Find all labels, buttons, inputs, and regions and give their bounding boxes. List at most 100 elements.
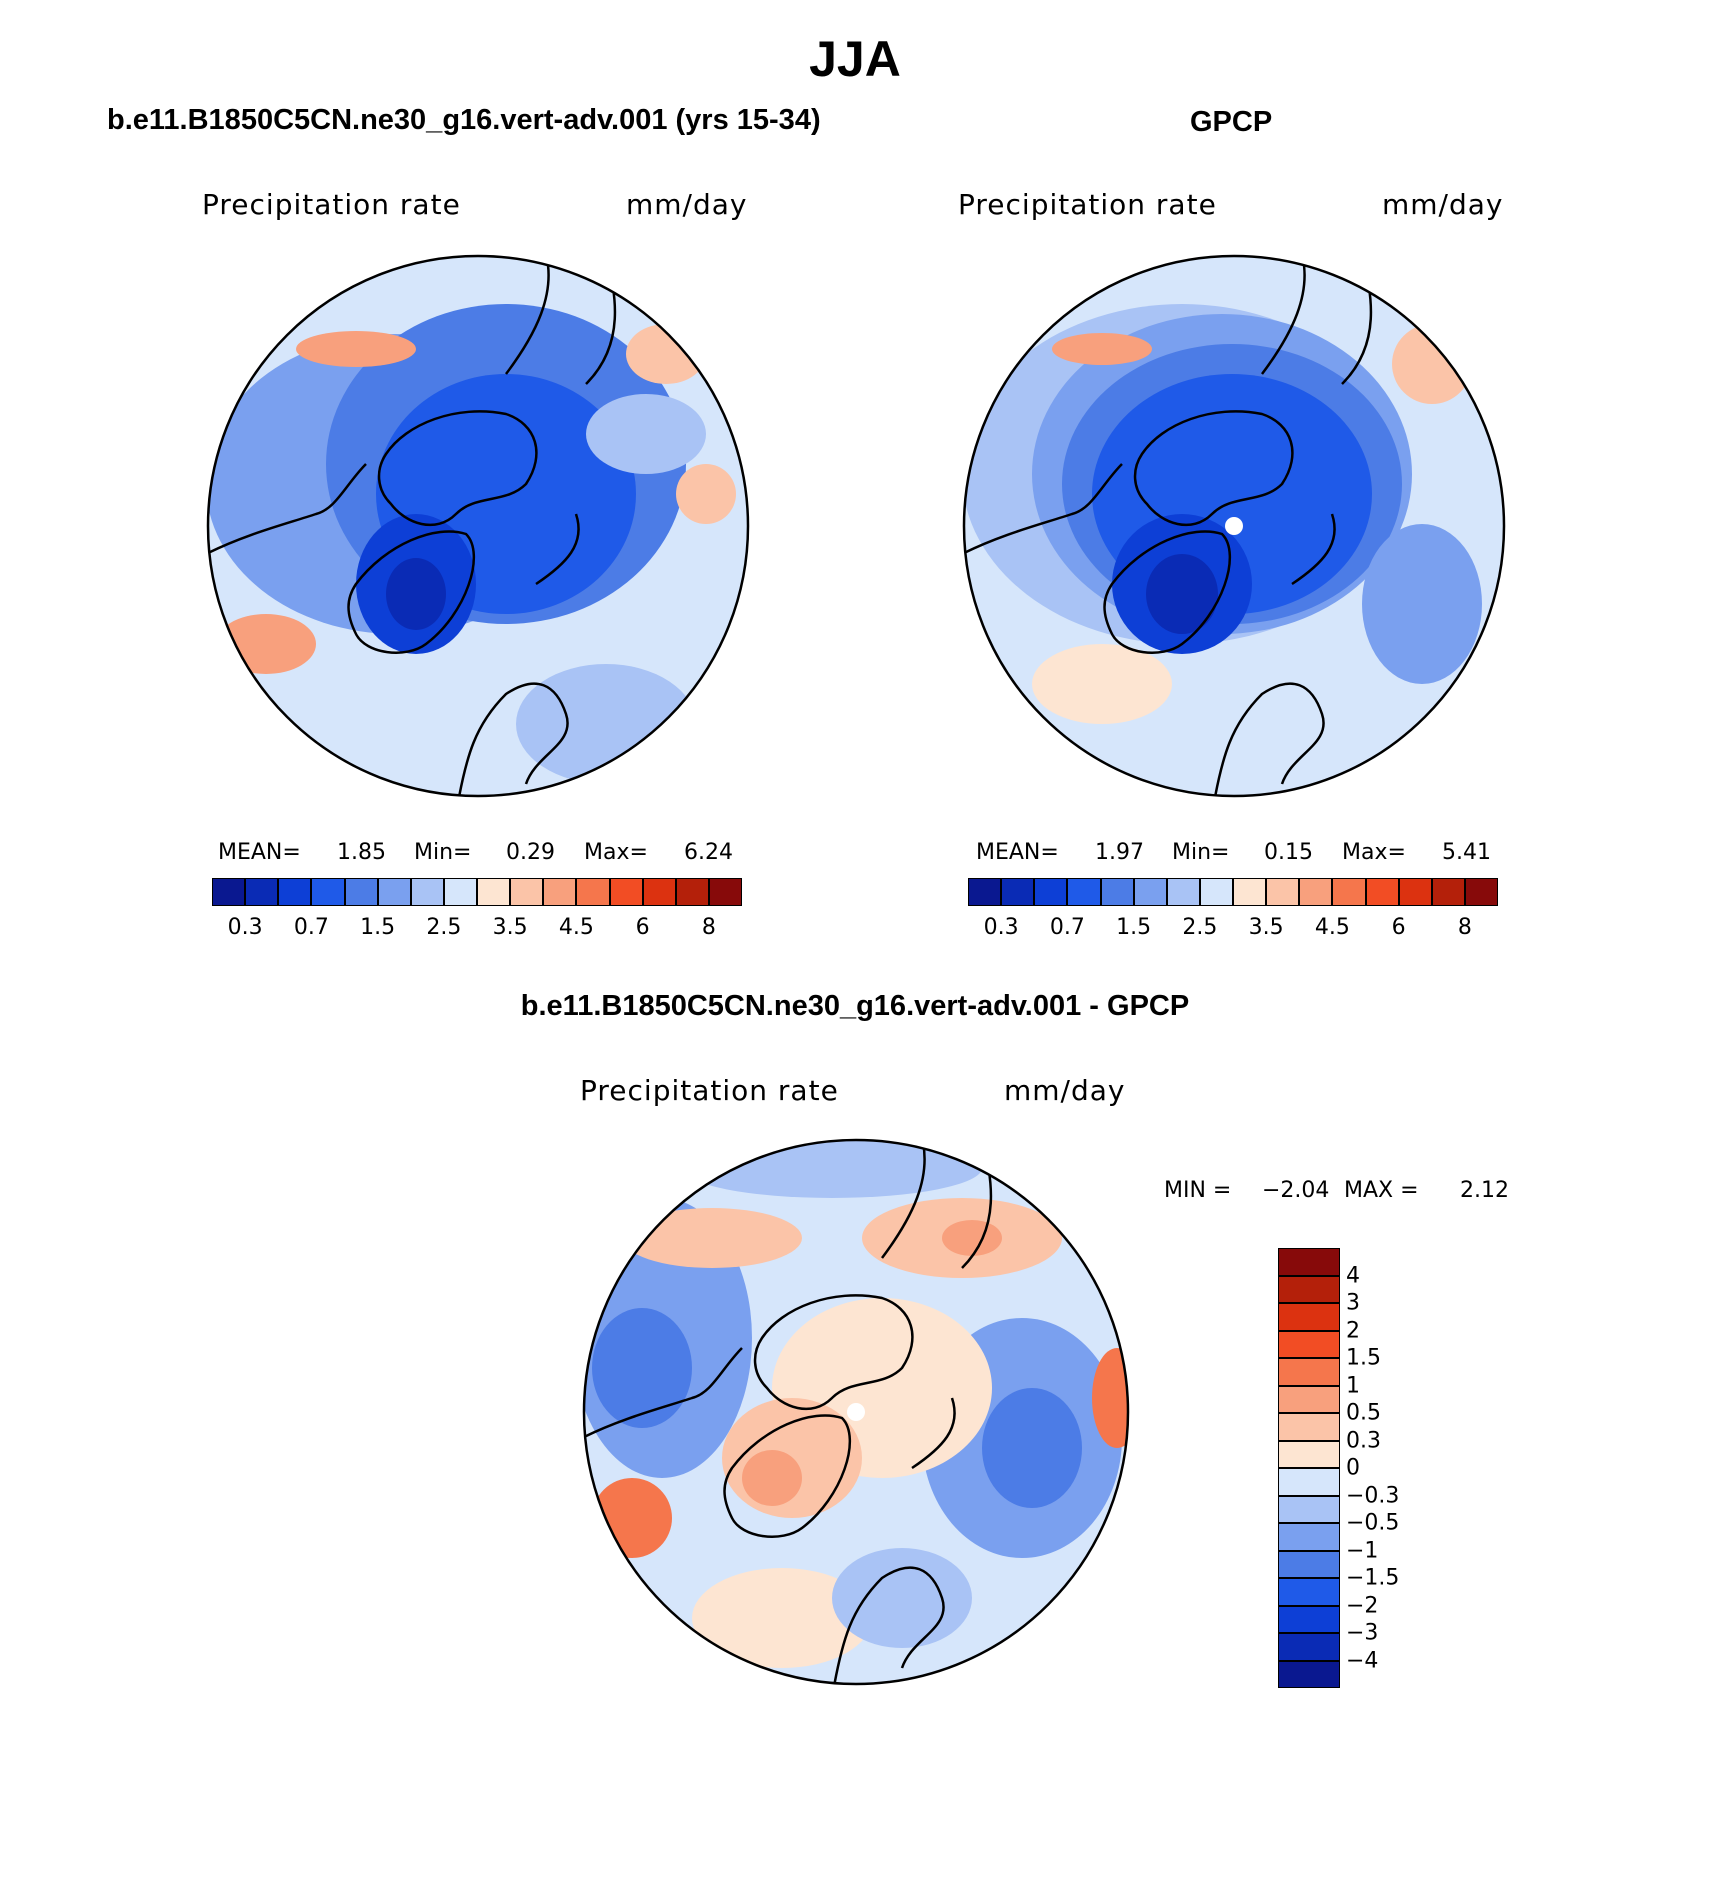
colorbar-tick-label: 8 [1457,915,1472,940]
panel-diff-units: mm/day [1004,1074,1126,1107]
colorbar-swatch [1278,1275,1340,1303]
colorbar-tick-label: −0.5 [1346,1510,1400,1536]
panel-diff-min: −2.04 [1262,1178,1330,1203]
colorbar-swatch [1199,878,1233,906]
colorbar-tick-label: −0.3 [1346,1483,1400,1508]
colorbar-swatch [311,878,345,906]
colorbar-swatch [675,878,709,906]
colorbar-tick-label: 0 [1346,1455,1360,1481]
colorbar-swatch [1278,1440,1340,1468]
panel-diff-title: b.e11.B1850C5CN.ne30_g16.vert-adv.001 - … [520,990,1190,1022]
panel-obs-min-label: Min= [1172,840,1230,865]
colorbar-swatch [344,878,378,906]
colorbar-tick-label: 4 [1346,1263,1360,1288]
panel-obs-units: mm/day [1382,188,1504,221]
colorbar-obs [968,878,1498,906]
colorbar-swatch [1278,1578,1340,1606]
panel-diff-min-label: MIN = [1164,1178,1232,1203]
colorbar-tick-label: 6 [1391,915,1406,940]
panel-obs-mean: 1.97 [1095,840,1144,865]
panel-model-mean-label: MEAN= [218,840,301,865]
panel-obs-title: GPCP [1190,106,1273,138]
colorbar-swatch [278,878,312,906]
colorbar-tick-label: 0.3 [983,915,1019,940]
colorbar-swatch [510,878,544,906]
panel-obs-mean-label: MEAN= [976,840,1059,865]
colorbar-swatch [1278,1248,1340,1276]
colorbar-tick-label: 8 [701,915,716,940]
colorbar-model [212,878,742,906]
colorbar-swatch [576,878,610,906]
colorbar-swatch [1464,878,1498,906]
colorbar-tick-label: −3 [1346,1620,1379,1646]
colorbar-tick-label: 0.3 [227,915,263,940]
panel-obs-min: 0.15 [1264,840,1313,865]
panel-diff-variable: Precipitation rate [580,1074,839,1107]
colorbar-swatch [1067,878,1101,906]
colorbar-swatch [377,878,411,906]
colorbar-tick-label: 3.5 [1248,915,1284,940]
panel-obs-max: 5.41 [1442,840,1491,865]
colorbar-swatch [708,878,742,906]
colorbar-swatch [1278,1633,1340,1661]
colorbar-swatch [1001,878,1035,906]
panel-diff-max: 2.12 [1460,1178,1509,1203]
figure-title: JJA [809,31,901,87]
colorbar-tick-label: 0.7 [293,915,329,940]
colorbar-swatch [1278,1330,1340,1358]
colorbar-tick-label: 0.3 [1346,1428,1381,1453]
colorbar-tick-label: 0.5 [1346,1400,1381,1426]
colorbar-swatch [410,878,444,906]
colorbar-swatch [245,878,279,906]
colorbar-diff-labels: 4 3 2 1.5 1 0.5 0.3 0 −0.3 −0.5 −1 −1.5 −2 −3 −4 [1346,1248,1466,1688]
polar-map-model [206,254,750,798]
colorbar-swatch [1278,1605,1340,1633]
panel-model-max-label: Max= [584,840,648,865]
panel-obs-variable: Precipitation rate [958,188,1217,221]
colorbar-tick-label: 1 [1346,1373,1360,1398]
colorbar-swatch [1034,878,1068,906]
panel-model-variable: Precipitation rate [202,188,461,221]
colorbar-diff [1278,1248,1340,1688]
colorbar-tick-label: −1.5 [1346,1565,1400,1591]
colorbar-swatch [1332,878,1366,906]
colorbar-tick-label: 2.5 [426,915,462,940]
colorbar-obs-labels: 0.3 0.7 1.5 2.5 3.5 4.5 6 8 [968,915,1498,945]
colorbar-tick-label: 4.5 [1314,915,1350,940]
polar-map-obs [962,254,1506,798]
colorbar-swatch [609,878,643,906]
colorbar-swatch [1278,1495,1340,1523]
colorbar-swatch [1133,878,1167,906]
colorbar-swatch [1365,878,1399,906]
panel-model-min: 0.29 [506,840,555,865]
panel-model-max: 6.24 [684,840,733,865]
colorbar-swatch [1278,1468,1340,1496]
colorbar-model-labels: 0.3 0.7 1.5 2.5 3.5 4.5 6 8 [212,915,742,945]
colorbar-swatch [1299,878,1333,906]
colorbar-swatch [1431,878,1465,906]
panel-model-units: mm/day [626,188,748,221]
colorbar-tick-label: 2.5 [1182,915,1218,940]
colorbar-swatch [1278,1523,1340,1551]
colorbar-tick-label: 1.5 [1116,915,1152,940]
polar-map-diff [582,1138,1130,1686]
colorbar-swatch [1278,1660,1340,1688]
colorbar-swatch [1278,1413,1340,1441]
panel-diff-max-label: MAX = [1344,1178,1419,1203]
colorbar-tick-label: 6 [635,915,650,940]
colorbar-swatch [1278,1303,1340,1331]
colorbar-tick-label: 3 [1346,1290,1360,1316]
colorbar-tick-label: 4.5 [558,915,594,940]
colorbar-swatch [1233,878,1267,906]
colorbar-swatch [1278,1358,1340,1386]
colorbar-swatch [543,878,577,906]
colorbar-tick-label: 3.5 [492,915,528,940]
panel-model-min-label: Min= [414,840,472,865]
colorbar-swatch [1278,1385,1340,1413]
colorbar-swatch [1100,878,1134,906]
colorbar-tick-label: −2 [1346,1593,1379,1618]
panel-model-mean: 1.85 [337,840,386,865]
colorbar-swatch [1266,878,1300,906]
colorbar-swatch [1278,1550,1340,1578]
colorbar-tick-label: −1 [1346,1538,1379,1563]
